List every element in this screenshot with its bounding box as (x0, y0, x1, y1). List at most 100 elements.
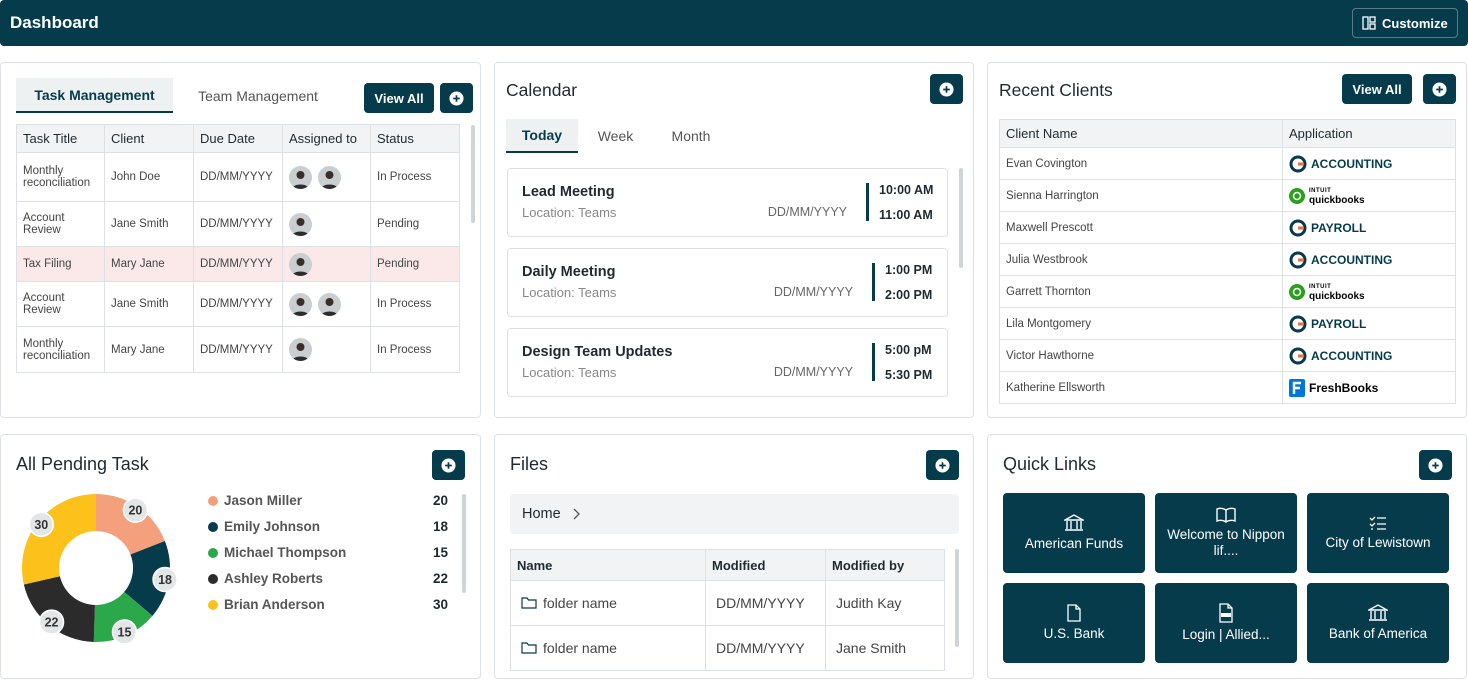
td: DD/MM/YYYY (705, 625, 826, 671)
td: Garrett Thornton (999, 275, 1283, 308)
panel-title: Calendar (506, 80, 578, 100)
logo: INTUIT quickbooks (1289, 283, 1449, 301)
legend-item: Michael Thompson 15 (208, 545, 448, 560)
circle (1289, 219, 1307, 236)
rect (1221, 613, 1231, 617)
clients-panel: Recent Clients View All Client Name Appli… (987, 62, 1467, 418)
th: Application (1282, 119, 1456, 148)
ed: DD/MM/YYYY (773, 365, 853, 379)
avatar (289, 338, 312, 361)
donut-segment (23, 576, 95, 642)
pending-panel: All Pending Task 20 18 15 22 30 Jason Miller… (0, 434, 481, 679)
tr: Monthly reconciliation Mary Jane DD/MM/YYY… (16, 326, 460, 373)
circle (1289, 283, 1305, 300)
dot (208, 599, 218, 610)
label-bubble (28, 511, 55, 538)
et: Daily Meeting (522, 264, 616, 280)
event-card[interactable]: Lead Meeting Location: Teams DD/MM/YYYY 10:… (507, 168, 948, 237)
tab[interactable]: Today (506, 119, 578, 153)
quick-link[interactable]: Bank of America (1307, 583, 1449, 663)
svg (292, 257, 309, 276)
tab[interactable]: Week (597, 128, 634, 144)
t2: 2:00 PM (885, 288, 933, 302)
th: Client (104, 124, 194, 153)
th: Client Name (999, 119, 1283, 148)
svg (1289, 219, 1307, 236)
legend-label: Michael Thompson (224, 545, 347, 560)
label-bubble (38, 609, 65, 635)
circle (296, 257, 305, 266)
view-all-button[interactable]: View All (1342, 74, 1412, 104)
legend-item: Ashley Roberts 22 (208, 571, 448, 586)
n: quickbooks (1309, 194, 1365, 206)
td: Lila Montgomery (999, 307, 1283, 340)
path (1219, 603, 1233, 623)
th: Modified (705, 549, 826, 581)
tab[interactable]: Task Management (16, 78, 173, 113)
td: Sienna Harrington (999, 179, 1283, 212)
breadcrumb[interactable]: Home (510, 494, 959, 534)
quick-link[interactable]: Login | Allied... (1155, 583, 1297, 663)
th: Status (370, 124, 460, 153)
add-button[interactable] (1423, 74, 1456, 104)
circle (296, 217, 305, 226)
td (282, 201, 371, 247)
td: DD/MM/YYYY (193, 281, 283, 327)
path (292, 271, 309, 276)
th: Modified by (825, 549, 945, 581)
quick-link[interactable]: City of Lewistown (1307, 493, 1449, 573)
crumb-label: Home (522, 506, 561, 522)
logo: PAYROLL (1289, 219, 1449, 237)
tr: Monthly reconciliation John Doe DD/MM/YYYY… (16, 152, 460, 202)
tr: Name Modified Modified by (510, 549, 945, 581)
td (282, 246, 371, 282)
panel-title: Files (510, 454, 549, 474)
path (1369, 516, 1386, 530)
td: Account Review (16, 281, 105, 327)
quick-link[interactable]: Welcome to Nippon lif.... (1155, 493, 1297, 573)
svg (321, 297, 338, 316)
logo: INTUIT quickbooks (1289, 187, 1449, 205)
path (292, 311, 309, 316)
data-label: 30 (34, 518, 48, 532)
event-card[interactable]: Daily Meeting Location: Teams DD/MM/YYYY 1:… (507, 248, 948, 317)
add-button[interactable] (930, 74, 963, 104)
add-button[interactable] (432, 450, 465, 480)
tab[interactable]: Team Management (198, 87, 318, 104)
td: Jane Smith (104, 281, 194, 327)
donut-segment (124, 540, 170, 616)
svg (1289, 155, 1307, 172)
svg (935, 457, 950, 473)
td: PAYROLL (1282, 211, 1456, 244)
add-button[interactable] (440, 83, 473, 113)
path (1216, 507, 1236, 523)
quick-link[interactable]: American Funds (1003, 493, 1145, 573)
customize-button[interactable]: Customize (1352, 8, 1458, 38)
td (282, 281, 371, 327)
path (292, 184, 309, 189)
svg (1369, 516, 1386, 530)
td: folder name (510, 625, 706, 671)
view-all-button[interactable]: View All (364, 83, 434, 113)
add-button[interactable] (1419, 450, 1452, 480)
path (445, 461, 452, 469)
legend-value: 30 (432, 597, 448, 612)
dot (208, 495, 218, 506)
legend-label: Brian Anderson (224, 597, 325, 612)
quick-link[interactable]: U.S. Bank (1003, 583, 1145, 663)
add-button[interactable] (926, 450, 959, 480)
path (573, 508, 580, 520)
span: PAYROLL (1311, 316, 1367, 331)
tab[interactable]: Month (671, 128, 711, 144)
event-card[interactable]: Design Team Updates Location: Teams DD/MM/… (507, 328, 948, 397)
legend-value: 18 (432, 519, 448, 534)
td: In Process (370, 281, 460, 327)
svg (1368, 604, 1388, 621)
th: Name (510, 549, 706, 581)
span: U.S. Bank (1043, 626, 1105, 641)
span: ACCOUNTING (1311, 348, 1393, 363)
b: INTUIT (1309, 187, 1332, 194)
path (1436, 85, 1443, 93)
legend-value: 15 (432, 545, 448, 560)
donut-chart: 20 18 15 22 30 (21, 494, 178, 645)
